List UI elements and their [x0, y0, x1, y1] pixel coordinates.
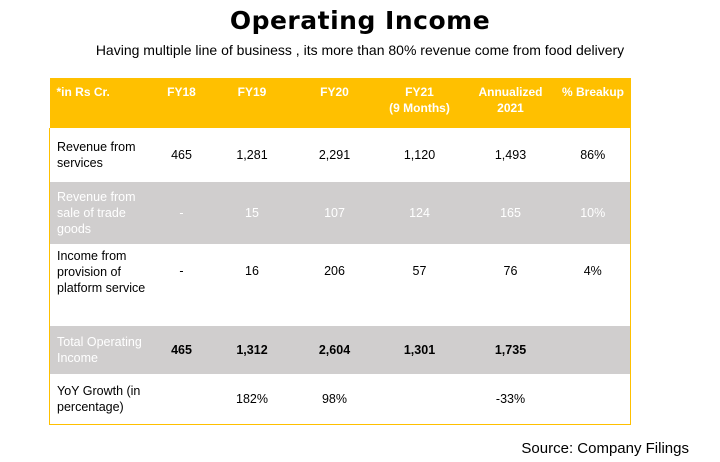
table-cell: 4% — [583, 264, 602, 278]
row-label: Revenue from services — [57, 140, 136, 170]
table-cell: 10% — [580, 206, 606, 220]
header-fy20: FY20 — [320, 85, 349, 99]
table-cell — [556, 374, 631, 424]
page-title: Operating Income — [229, 6, 491, 35]
table-cell: 182% — [236, 391, 268, 406]
table-cell: 124 — [409, 206, 430, 220]
row-label: YoY Growth (in percentage) — [57, 383, 141, 414]
page-subtitle: Having multiple line of business , its m… — [95, 42, 625, 58]
table-cell: 57 — [412, 264, 427, 278]
table-cell: 1,281 — [236, 148, 268, 162]
row-label: Revenue from sale of trade goods — [57, 190, 136, 236]
table-cell: 165 — [500, 206, 521, 220]
table-cell: -33% — [495, 391, 526, 406]
table-cell: 206 — [324, 264, 345, 278]
table-cell: - — [179, 206, 184, 220]
table-header-row: *in Rs Cr. FY18 FY19 FY20 FY21 (9 Months… — [49, 78, 631, 128]
header-fy18: FY18 — [167, 85, 196, 99]
table-cell: 1,120 — [403, 148, 436, 162]
table-cell: 1,301 — [403, 343, 436, 357]
header-breakup: % Breakup — [561, 85, 625, 99]
table-cell — [556, 326, 631, 374]
operating-income-table: *in Rs Cr. FY18 FY19 FY20 FY21 (9 Months… — [49, 78, 631, 425]
table-cell — [155, 374, 209, 424]
table-cell: 1,312 — [236, 343, 268, 357]
table-row: Revenue from sale of trade goods - 15 10… — [49, 182, 631, 244]
table-cell: 76 — [503, 264, 518, 278]
header-units: *in Rs Cr. — [56, 85, 110, 99]
table-row: Revenue from services 465 1,281 2,291 1,… — [49, 128, 631, 182]
table-cell: 86% — [580, 148, 606, 162]
table-cell: 465 — [171, 148, 192, 162]
row-label: Income from provision of platform servic… — [57, 249, 146, 295]
table-cell: 98% — [321, 391, 348, 406]
header-fy19: FY19 — [237, 85, 267, 99]
table-cell: 15 — [245, 206, 259, 220]
table-cell: 2,291 — [318, 148, 351, 162]
table-cell: 1,493 — [494, 148, 527, 162]
table-cell: 465 — [171, 343, 192, 357]
header-fy21: FY21 (9 Months) — [389, 85, 450, 115]
table-cell: 16 — [245, 264, 259, 278]
source-note: Source: Company Filings — [521, 440, 689, 457]
table-row: YoY Growth (in percentage) 182% 98% -33% — [49, 374, 631, 424]
table-cell: 2,604 — [318, 343, 351, 357]
table-cell: - — [179, 264, 184, 278]
table-cell: 107 — [324, 206, 345, 220]
table-cell — [374, 374, 466, 424]
table-row-total: Total Operating Income 465 1,312 2,604 1… — [49, 326, 631, 374]
header-annualized-2021: Annualized 2021 — [478, 85, 543, 115]
table-cell: 1,735 — [494, 343, 527, 357]
row-label: Total Operating Income — [57, 335, 142, 365]
table-row: Income from provision of platform servic… — [49, 244, 631, 326]
